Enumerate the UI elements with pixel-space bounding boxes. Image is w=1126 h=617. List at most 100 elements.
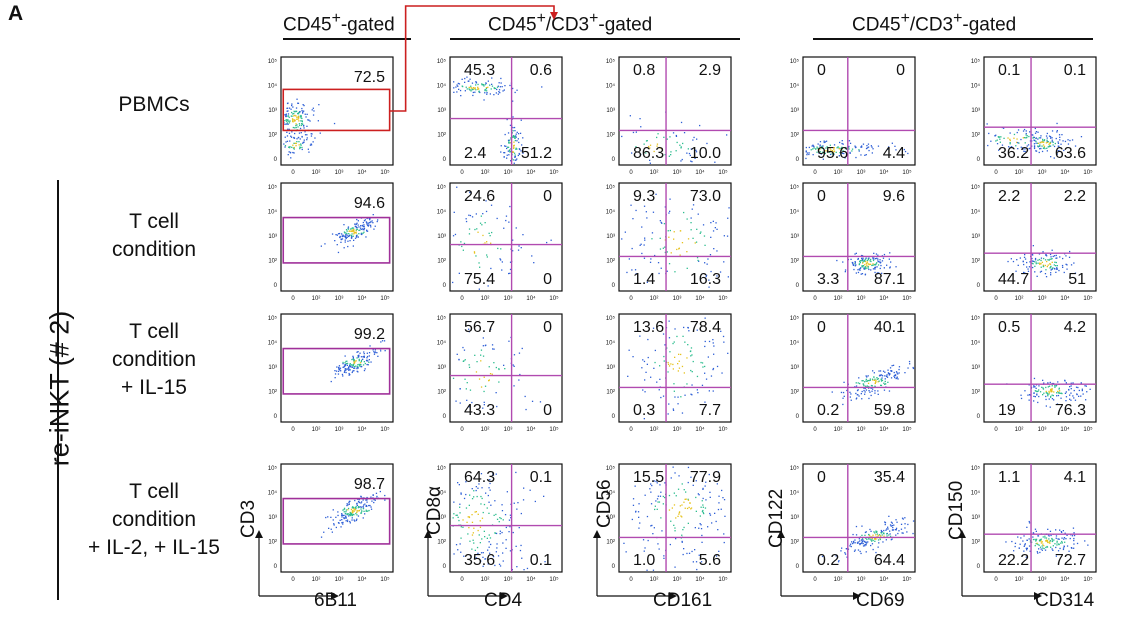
scatter-point (1032, 538, 1035, 541)
scatter-point (366, 352, 368, 354)
scatter-point (310, 143, 312, 145)
scatter-point (894, 376, 896, 379)
gate-percent-label: 94.6 (354, 195, 385, 212)
scatter-point (319, 132, 321, 134)
scatter-point (1032, 260, 1035, 262)
scatter-point (1042, 387, 1044, 389)
y-tick-label: 0 (977, 283, 981, 289)
scatter-point (363, 361, 365, 363)
scatter-point (901, 517, 904, 519)
scatter-point (858, 263, 861, 265)
quadrant-upper-right-value: 2.9 (699, 62, 721, 79)
scatter-point (335, 234, 337, 236)
scatter-point (998, 136, 1001, 138)
scatter-point (701, 541, 703, 543)
scatter-point (461, 245, 463, 248)
gate-title-underline (283, 38, 411, 40)
scatter-point (369, 504, 371, 507)
scatter-point (518, 153, 521, 155)
scatter-point (650, 491, 652, 493)
scatter-point (472, 87, 475, 89)
scatter-point (1046, 540, 1049, 542)
scatter-point (358, 363, 360, 366)
scatter-point (861, 534, 863, 536)
scatter-point (1009, 132, 1011, 134)
scatter-point (699, 232, 701, 234)
scatter-point (465, 507, 468, 509)
scatter-point (349, 230, 351, 232)
scatter-point (869, 378, 871, 380)
scatter-point (343, 371, 346, 373)
scatter-point (342, 521, 344, 524)
scatter-point (639, 244, 641, 246)
scatter-point (887, 528, 889, 530)
scatter-point (348, 368, 350, 370)
scatter-point (686, 152, 688, 154)
scatter-point (821, 145, 823, 148)
scatter-point (477, 88, 479, 90)
scatter-point (473, 496, 475, 498)
quadrant-upper-right-value: 0.6 (530, 62, 552, 79)
scatter-point (656, 498, 659, 500)
scatter-point (874, 271, 876, 274)
scatter-point (660, 517, 662, 519)
scatter-point (512, 250, 514, 252)
scatter-point (1026, 539, 1028, 541)
scatter-point (658, 501, 661, 503)
scatter-point (854, 539, 856, 541)
scatter-point (1081, 389, 1083, 392)
x-tick-label: 10³ (1038, 427, 1047, 433)
scatter-point (357, 356, 359, 358)
scatter-point (673, 231, 675, 233)
scatter-point (508, 340, 510, 342)
x-tick-label: 10⁴ (879, 295, 889, 302)
scatter-point (475, 81, 477, 83)
scatter-point (287, 128, 289, 130)
y-tick-label: 10⁴ (790, 340, 800, 347)
scatter-point (709, 514, 712, 516)
scatter-point (511, 569, 513, 571)
scatter-point (712, 367, 715, 370)
scatter-point (644, 494, 646, 496)
x-axis-label-cd161: CD161 (653, 590, 713, 611)
scatter-point (514, 130, 516, 132)
scatter-point (704, 345, 706, 348)
x-tick-label: 10³ (504, 427, 513, 433)
scatter-point (290, 135, 292, 137)
scatter-point (335, 526, 337, 529)
scatter-point (348, 500, 350, 503)
scatter-point (866, 385, 868, 387)
scatter-point (327, 516, 329, 518)
scatter-point (872, 534, 874, 536)
scatter-point (348, 513, 351, 516)
scatter-point (1042, 547, 1044, 549)
scatter-point (294, 132, 296, 135)
scatter-point (680, 515, 682, 517)
scatter-point (360, 356, 363, 358)
scatter-point (723, 533, 725, 535)
scatter-point (635, 209, 637, 212)
quadrant-upper-left-value: 2.2 (998, 188, 1020, 205)
scatter-point (1051, 389, 1053, 391)
quadrant-lower-right-value: 0 (543, 402, 552, 419)
scatter-point (356, 366, 358, 368)
scatter-point (873, 258, 875, 260)
scatter-point (353, 510, 355, 512)
x-tick-label: 0 (813, 577, 817, 583)
scatter-point (658, 548, 660, 550)
scatter-point (1036, 394, 1038, 396)
scatter-point (855, 264, 857, 266)
scatter-point (681, 534, 683, 536)
scatter-point (727, 276, 729, 278)
scatter-point (891, 524, 893, 527)
scatter-point (890, 539, 892, 541)
scatter-point (1040, 266, 1042, 268)
scatter-point (879, 538, 881, 541)
scatter-point (821, 555, 824, 558)
scatter-point (343, 517, 345, 519)
scatter-point (1063, 537, 1066, 539)
scatter-point (839, 141, 841, 144)
x-tick-label: 10⁵ (1083, 295, 1093, 302)
scatter-point (459, 512, 461, 514)
x-tick-label: 0 (994, 170, 998, 176)
